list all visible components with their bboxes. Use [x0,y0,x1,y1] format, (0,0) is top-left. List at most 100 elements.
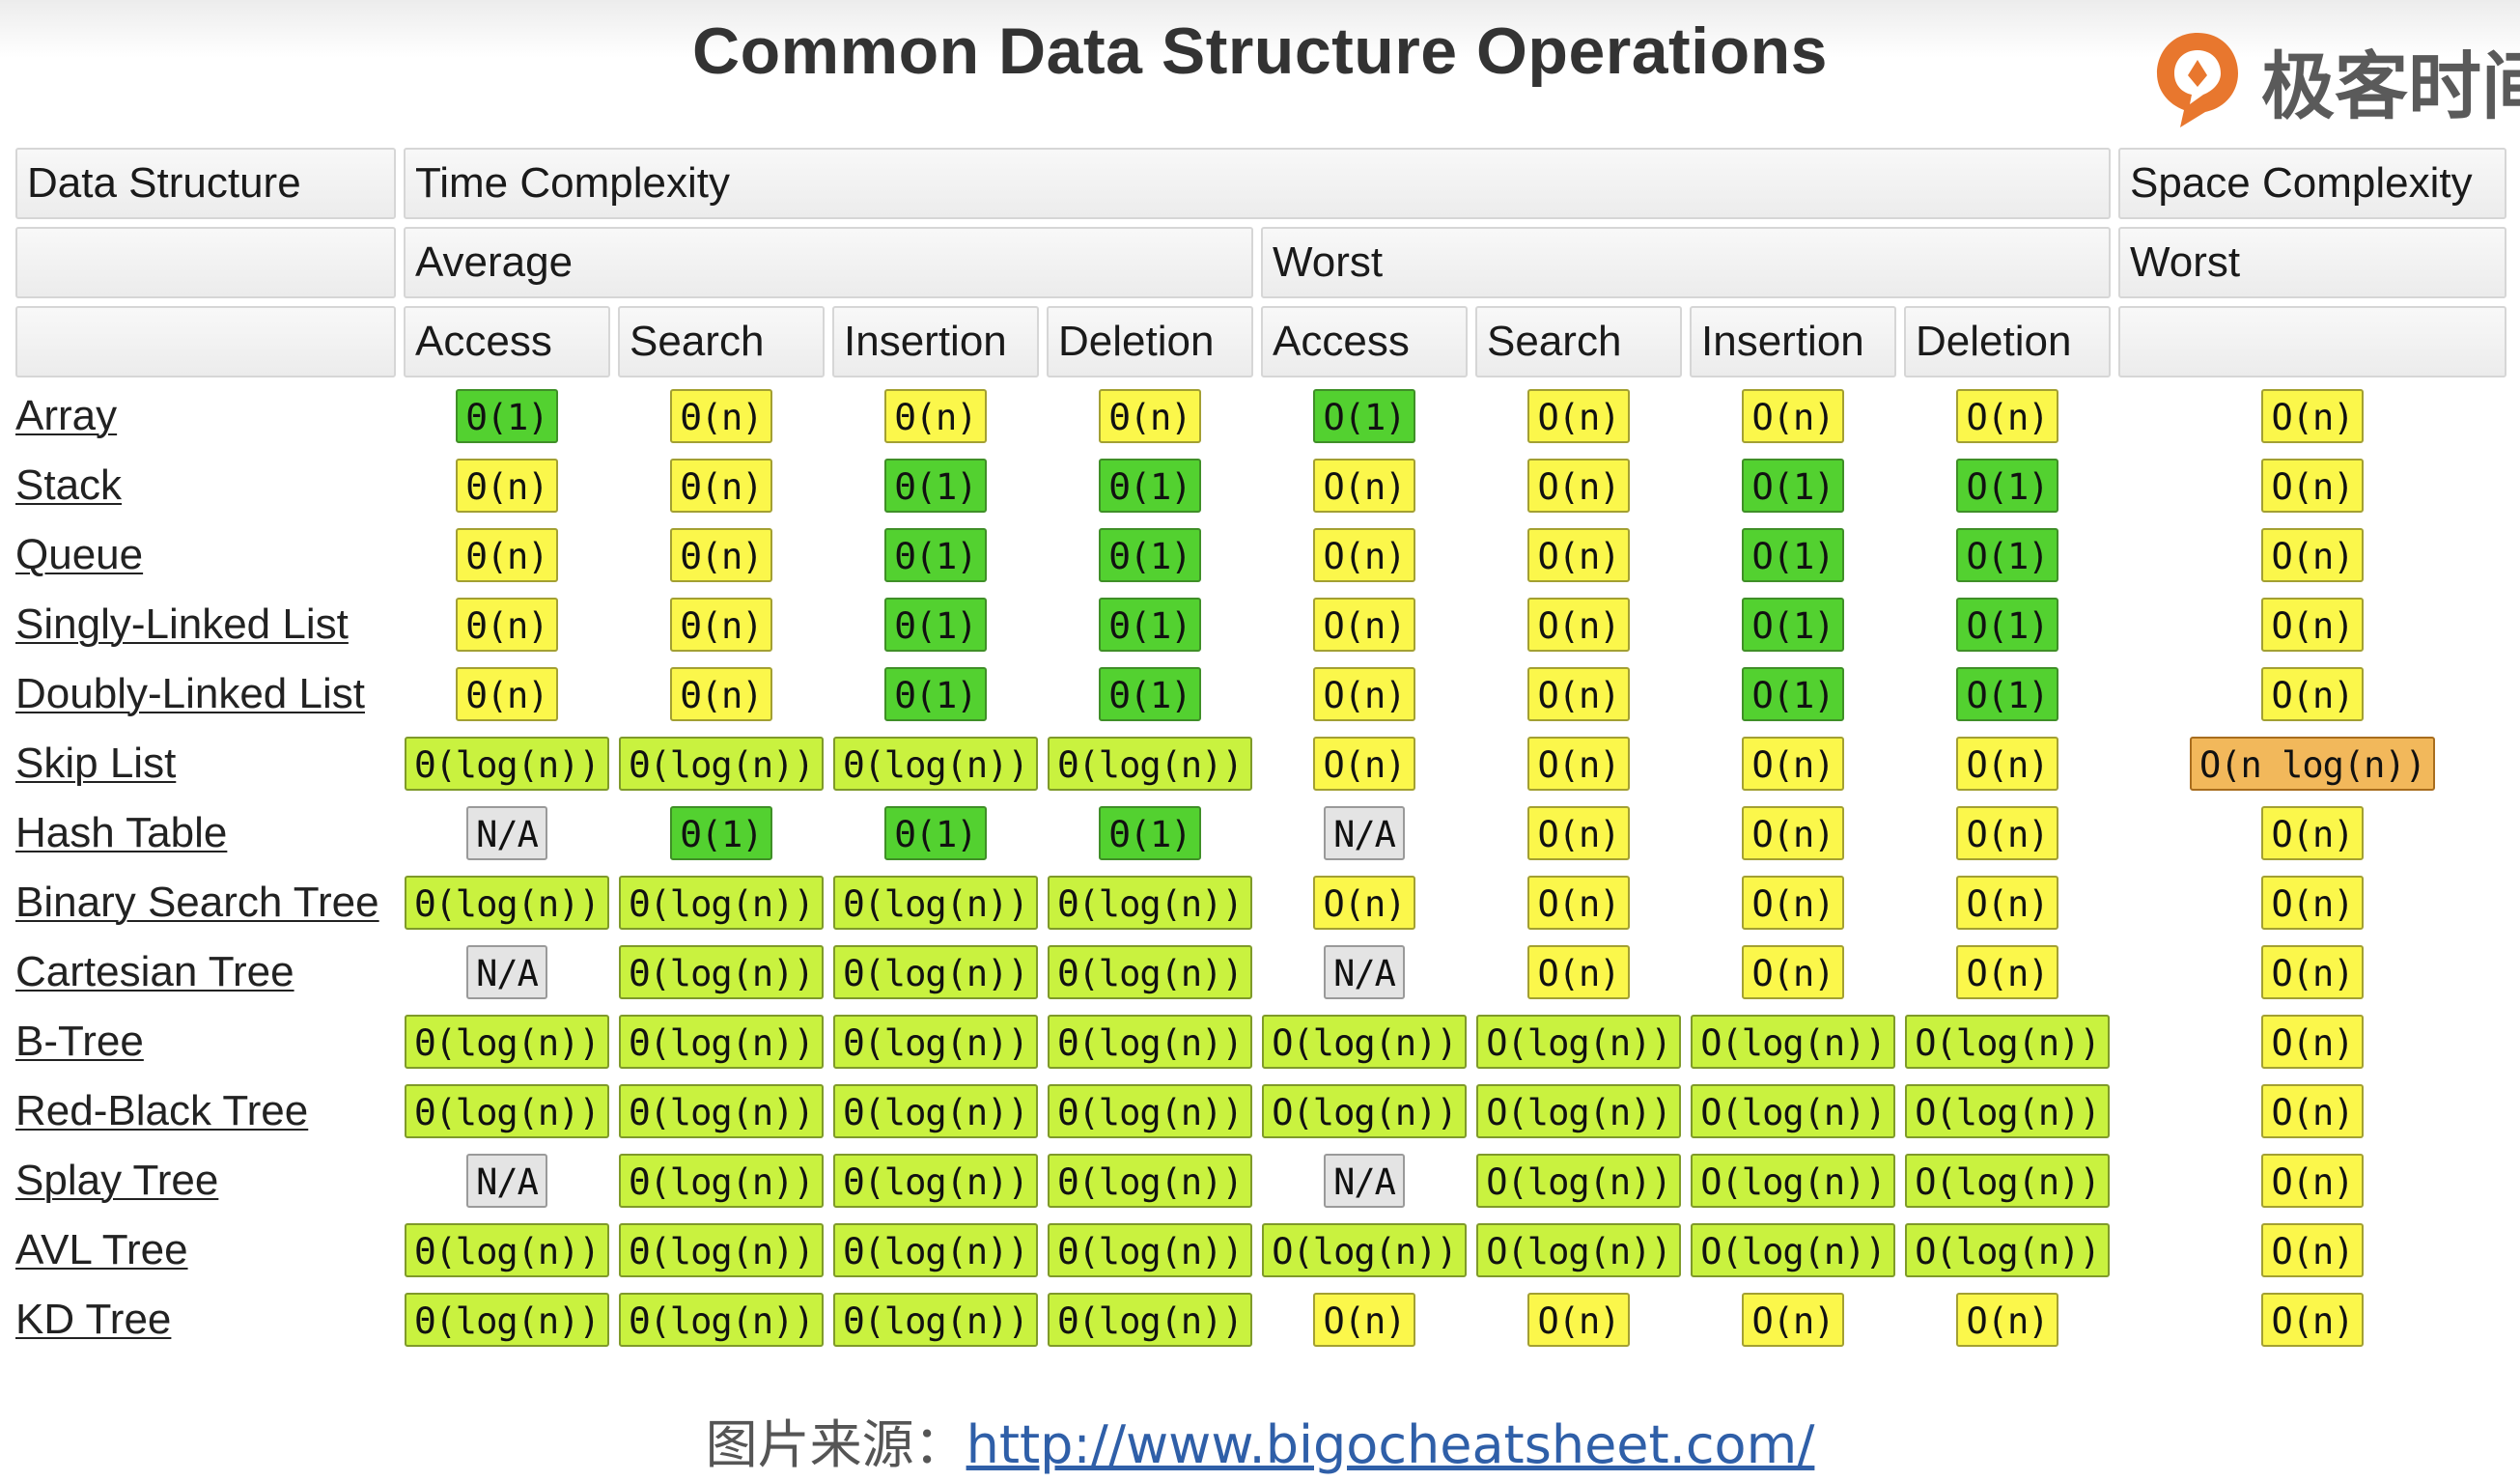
time-complexity-cell: O(n) [1475,385,1682,447]
complexity-badge: Θ(log(n)) [405,737,609,791]
complexity-badge: O(n) [2261,459,2364,513]
time-complexity-cell: Θ(log(n)) [832,1219,1039,1281]
data-structure-link[interactable]: AVL Tree [15,1226,188,1273]
table-row: Queue Θ(n) Θ(n) Θ(1) Θ(1) O(n) O(n) O(1) O(1) O(n… [15,524,2506,586]
space-complexity-cell: O(n) [2118,385,2506,447]
time-complexity-cell: Θ(log(n)) [618,872,825,934]
time-complexity-cell: O(n) [1690,872,1896,934]
table-row: Stack Θ(n) Θ(n) Θ(1) Θ(1) O(n) O(n) O(1) O(1) O(n… [15,455,2506,517]
header-row-1: Data Structure Time Complexity Space Com… [15,148,2506,219]
data-structure-link[interactable]: Red-Black Tree [15,1087,309,1134]
complexity-badge: O(n) [2261,1223,2364,1277]
space-complexity-cell: O(n) [2118,1080,2506,1142]
complexity-badge: Θ(n) [1099,389,1201,443]
time-complexity-cell: O(log(n)) [1690,1080,1896,1142]
complexity-badge: Θ(log(n)) [833,1293,1038,1347]
data-structure-link[interactable]: Singly-Linked List [15,601,349,648]
time-complexity-cell: Θ(log(n)) [1047,1011,1253,1073]
space-complexity-cell: O(n) [2118,1289,2506,1351]
complexity-badge: Θ(n) [670,459,772,513]
time-complexity-cell: Θ(n) [404,524,610,586]
time-complexity-cell: N/A [1261,802,1468,864]
data-structure-name-cell: Skip List [15,733,396,795]
complexity-badge: Θ(log(n)) [1048,1293,1252,1347]
data-structure-name-cell: Red-Black Tree [15,1080,396,1142]
header-space-worst: Worst [2118,227,2506,298]
time-complexity-cell: Θ(log(n)) [618,941,825,1003]
time-complexity-cell: O(1) [1904,524,2111,586]
complexity-badge: Θ(n) [670,598,772,652]
data-structure-name-cell: Doubly-Linked List [15,663,396,725]
space-complexity-cell: O(n) [2118,594,2506,656]
complexity-badge: Θ(log(n)) [405,876,609,930]
complexity-badge: Θ(log(n)) [619,1223,824,1277]
complexity-badge: Θ(1) [456,389,558,443]
image-source-link[interactable]: http://www.bigocheatsheet.com/ [966,1414,1815,1475]
space-complexity-cell: O(n) [2118,1011,2506,1073]
space-complexity-cell: O(n) [2118,802,2506,864]
table-row: Hash Table N/A Θ(1) Θ(1) Θ(1) N/A O(n) O(n) O(n)… [15,802,2506,864]
data-structure-link[interactable]: Stack [15,461,123,509]
complexity-badge: Θ(1) [1099,667,1201,721]
complexity-badge: Θ(1) [670,806,772,860]
time-complexity-cell: Θ(log(n)) [832,1080,1039,1142]
header-op-worst-deletion: Deletion [1904,306,2111,377]
complexity-badge: Θ(1) [884,598,987,652]
data-structure-link[interactable]: Array [15,392,118,439]
complexity-badge: O(1) [1742,528,1844,582]
header-op-average-search: Search [618,306,825,377]
time-complexity-cell: Θ(log(n)) [1047,1080,1253,1142]
header-average: Average [404,227,1253,298]
time-complexity-cell: Θ(log(n)) [832,1011,1039,1073]
data-structure-link[interactable]: B-Tree [15,1018,144,1065]
space-complexity-cell: O(n) [2118,1219,2506,1281]
time-complexity-cell: N/A [404,941,610,1003]
complexity-badge: Θ(log(n)) [833,876,1038,930]
complexity-badge: Θ(n) [456,598,558,652]
time-complexity-cell: O(n) [1475,733,1682,795]
time-complexity-cell: Θ(1) [832,524,1039,586]
time-complexity-cell: Θ(log(n)) [618,1150,825,1212]
time-complexity-cell: Θ(log(n)) [404,1289,610,1351]
complexity-badge: O(n) [2261,598,2364,652]
time-complexity-cell: Θ(log(n)) [618,1289,825,1351]
complexity-badge: O(n) [2261,945,2364,999]
header-blank [15,227,396,298]
page-title: Common Data Structure Operations [692,14,1828,88]
time-complexity-cell: N/A [1261,1150,1468,1212]
data-structure-link[interactable]: Skip List [15,740,177,787]
table-row: Cartesian Tree N/A Θ(log(n)) Θ(log(n)) Θ(log… [15,941,2506,1003]
complexity-badge: Θ(n) [884,389,987,443]
time-complexity-cell: O(n) [1904,802,2111,864]
complexity-badge: N/A [466,1154,547,1208]
time-complexity-cell: Θ(log(n)) [1047,733,1253,795]
data-structure-name-cell: Hash Table [15,802,396,864]
time-complexity-cell: O(n) [1475,1289,1682,1351]
complexity-badge: Θ(log(n)) [833,737,1038,791]
time-complexity-cell: Θ(n) [618,455,825,517]
complexity-badge: Θ(log(n)) [619,1154,824,1208]
time-complexity-cell: O(n) [1904,872,2111,934]
complexity-badge: Θ(1) [1099,598,1201,652]
complexity-badge: N/A [466,806,547,860]
data-structure-link[interactable]: Splay Tree [15,1157,219,1204]
data-structure-link[interactable]: Cartesian Tree [15,948,294,995]
time-complexity-cell: Θ(log(n)) [1047,872,1253,934]
data-structure-link[interactable]: Queue [15,531,144,578]
header-time-complexity: Time Complexity [404,148,2111,219]
complexity-badge: O(log(n)) [1476,1084,1681,1138]
complexity-badge: Θ(n) [456,528,558,582]
data-structure-link[interactable]: Hash Table [15,809,228,856]
data-structure-link[interactable]: Doubly-Linked List [15,670,365,717]
data-structure-link[interactable]: KD Tree [15,1296,172,1343]
time-complexity-cell: O(n) [1475,455,1682,517]
data-structure-link[interactable]: Binary Search Tree [15,879,379,926]
complexity-badge: O(n) [1527,945,1630,999]
time-complexity-cell: O(1) [1690,663,1896,725]
time-complexity-cell: Θ(log(n)) [832,872,1039,934]
time-complexity-cell: O(1) [1904,455,2111,517]
complexity-badge: Θ(log(n)) [1048,737,1252,791]
complexity-badge: O(log(n)) [1905,1223,2110,1277]
time-complexity-cell: O(n) [1904,385,2111,447]
complexity-badge: O(n) [1527,737,1630,791]
